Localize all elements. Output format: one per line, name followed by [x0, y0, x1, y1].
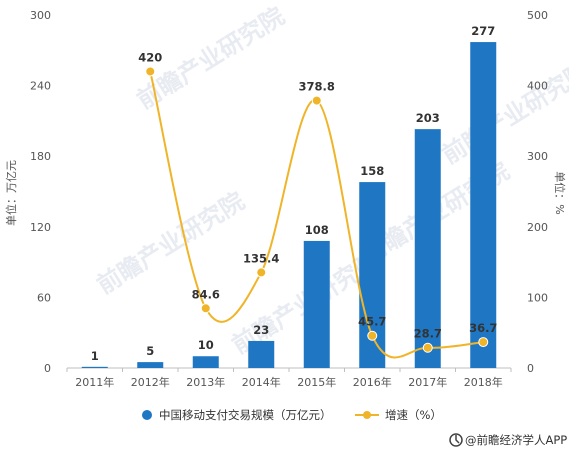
source-credit: @前瞻经济学人APP	[449, 433, 567, 447]
source-logo-icon	[449, 433, 463, 447]
left-tick-label: 60	[37, 291, 51, 304]
right-tick-label: 300	[527, 150, 548, 163]
left-tick-label: 300	[30, 9, 51, 22]
left-tick-label: 180	[30, 150, 51, 163]
bar-value-label: 108	[305, 223, 329, 237]
bar	[192, 356, 219, 368]
left-axis-title: 单位：万亿元	[4, 160, 18, 226]
growth-point	[145, 66, 156, 77]
x-tick-label: 2012年	[131, 375, 170, 389]
x-tick-label: 2011年	[75, 375, 114, 389]
growth-point	[367, 330, 378, 341]
growth-point	[422, 342, 433, 353]
growth-value-label: 28.7	[414, 327, 442, 341]
watermark-layer: 前瞻产业研究院前瞻产业研究院前瞻产业研究院前瞻产业研究院前瞻产业研究院	[92, 2, 569, 360]
growth-value-label: 45.7	[358, 315, 386, 329]
bar-value-label: 10	[198, 338, 214, 352]
bar-value-label: 1	[91, 349, 99, 363]
bar	[470, 42, 497, 369]
source-label: @前瞻经济学人APP	[465, 433, 567, 447]
bar-series	[81, 42, 497, 369]
right-tick-label: 0	[527, 362, 534, 375]
x-tick-label: 2018年	[464, 375, 503, 389]
legend-line-label: 增速（%）	[385, 408, 442, 422]
legend: 中国移动支付交易规模（万亿元） 增速（%）	[142, 408, 442, 422]
bar-data-labels: 1 5 10 23 108 158 203 277	[91, 24, 496, 363]
growth-line	[149, 71, 484, 359]
growth-point	[478, 337, 489, 348]
bar-value-label: 5	[146, 344, 154, 358]
right-tick-label: 100	[527, 291, 548, 304]
x-tick-label: 2013年	[186, 375, 225, 389]
right-axis-title: 单位：%	[553, 171, 567, 214]
legend-bar-marker	[142, 410, 152, 420]
left-tick-label: 240	[30, 80, 51, 93]
line-data-labels: 420 84.6 135.4 378.8 45.7 28.7 36.7	[138, 50, 497, 340]
watermark-1: 前瞻产业研究院	[437, 57, 569, 170]
bar-value-label: 158	[360, 164, 384, 178]
line-series	[145, 66, 489, 359]
left-tick-label: 0	[44, 362, 51, 375]
growth-value-label: 378.8	[299, 80, 335, 94]
x-tick-label: 2014年	[242, 375, 281, 389]
legend-bar-label: 中国移动支付交易规模（万亿元）	[159, 408, 332, 422]
left-tick-label: 120	[30, 221, 51, 234]
right-tick-label: 200	[527, 221, 548, 234]
legend-line-marker-dot	[363, 411, 371, 419]
growth-point	[200, 303, 211, 314]
bar	[81, 366, 108, 368]
left-axis-ticks: 0 60 120 180 240 300	[30, 9, 51, 375]
growth-point	[256, 267, 267, 278]
x-axis-ticks: 2011年 2012年 2013年 2014年 2015年 2016年 2017年 2018年	[66, 368, 512, 389]
right-tick-label: 500	[527, 9, 548, 22]
bar-value-label: 203	[416, 111, 440, 125]
watermark-2: 前瞻产业研究院	[92, 187, 249, 300]
growth-value-label: 135.4	[243, 251, 279, 265]
x-tick-label: 2017年	[408, 375, 447, 389]
bar-value-label: 277	[471, 24, 495, 38]
bar	[248, 340, 275, 368]
bar	[137, 362, 164, 368]
x-tick-label: 2016年	[353, 375, 392, 389]
bar-value-label: 23	[253, 323, 269, 337]
x-tick-label: 2015年	[297, 375, 336, 389]
bar	[414, 129, 441, 368]
growth-point	[311, 95, 322, 106]
bar	[303, 240, 330, 368]
growth-value-label: 36.7	[469, 321, 497, 335]
growth-value-label: 420	[138, 50, 162, 64]
right-axis-ticks: 0 100 200 300 400 500	[527, 9, 548, 375]
right-tick-label: 400	[527, 80, 548, 93]
growth-value-label: 84.6	[192, 287, 220, 301]
